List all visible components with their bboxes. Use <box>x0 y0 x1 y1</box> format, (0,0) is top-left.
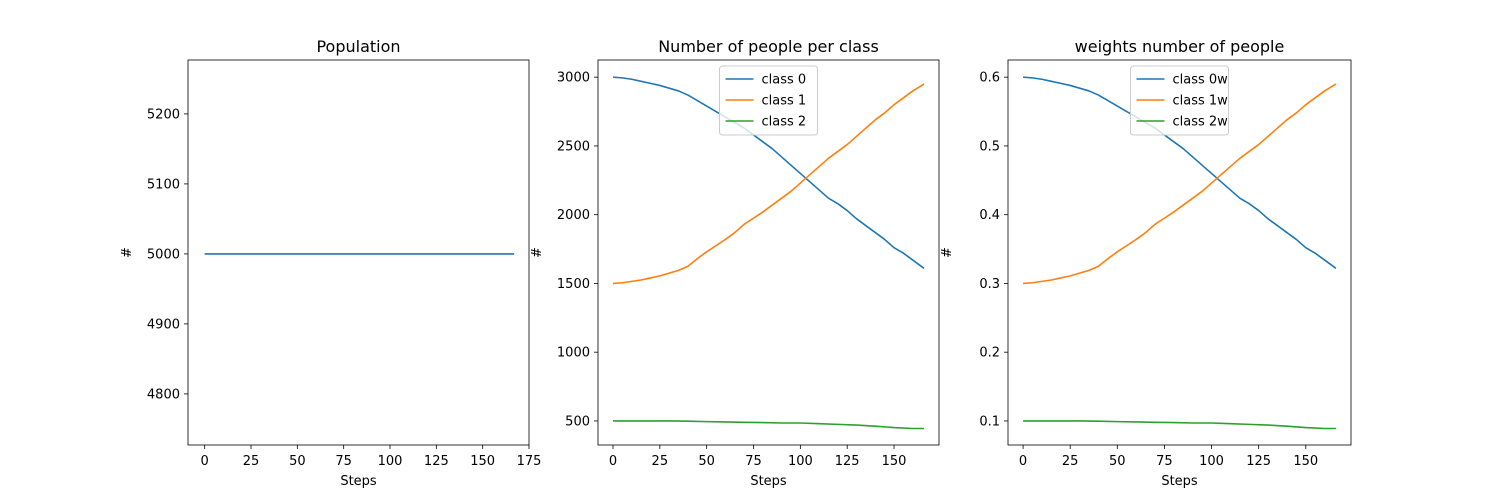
y-tick-label: 0.1 <box>979 414 1000 429</box>
chart-title: Number of people per class <box>658 37 879 56</box>
x-tick-label: 50 <box>1109 454 1126 469</box>
y-axis-label: # <box>530 247 545 258</box>
x-tick-label: 0 <box>201 454 209 469</box>
axes-frame <box>187 59 530 446</box>
x-axis-label: Steps <box>1161 474 1198 489</box>
x-tick-label: 100 <box>378 454 403 469</box>
x-tick-label: 25 <box>243 454 260 469</box>
legend-label: class 1w <box>1173 94 1229 109</box>
axes-frame <box>1007 59 1352 446</box>
x-tick-label: 75 <box>1156 454 1173 469</box>
series-line-1 <box>612 83 925 285</box>
x-tick-label: 75 <box>745 454 762 469</box>
legend: class 0 class 1 class 2 <box>719 65 818 136</box>
y-tick-label: 5100 <box>147 177 180 192</box>
legend-label: class 2w <box>1173 115 1229 130</box>
legend-box <box>1130 65 1229 136</box>
y-tick-label: 2000 <box>557 208 590 223</box>
legend-label: class 0 <box>762 73 807 88</box>
x-tick-label: 100 <box>1199 454 1224 469</box>
x-axis-label: Steps <box>340 474 377 489</box>
y-tick-label: 0.4 <box>979 208 1000 223</box>
x-tick-label: 175 <box>517 454 542 469</box>
y-tick-label: 1500 <box>557 277 590 292</box>
chart-panel-1: Number of people per class 0 25 50 75 100 125 1… <box>530 37 940 489</box>
x-tick-label: 150 <box>882 454 907 469</box>
y-axis-label: # <box>940 247 955 258</box>
x-tick-label: 150 <box>470 454 495 469</box>
chart-title: Population <box>316 37 400 56</box>
y-tick-label: 2500 <box>557 139 590 154</box>
x-tick-label: 25 <box>652 454 669 469</box>
y-axis-label: # <box>120 247 135 258</box>
x-tick-label: 125 <box>1246 454 1271 469</box>
y-tick-label: 5000 <box>147 247 180 262</box>
x-tick-label: 75 <box>335 454 352 469</box>
x-tick-label: 150 <box>1293 454 1318 469</box>
legend-label: class 2 <box>762 115 807 130</box>
series-line-2 <box>1023 420 1336 430</box>
x-tick-label: 50 <box>698 454 715 469</box>
x-tick-label: 125 <box>835 454 860 469</box>
y-tick-label: 0.6 <box>979 71 1000 86</box>
y-tick-label: 4800 <box>147 387 180 402</box>
y-tick-label: 4900 <box>147 317 180 332</box>
y-tick-label: 5200 <box>147 107 180 122</box>
y-tick-label: 1000 <box>557 346 590 361</box>
x-tick-label: 0 <box>609 454 617 469</box>
x-tick-label: 125 <box>424 454 449 469</box>
series-line-1 <box>1023 83 1337 285</box>
chart-panel-2: weights number of people 0 25 50 75 100 125 150… <box>940 37 1352 489</box>
x-tick-label: 0 <box>1019 454 1027 469</box>
legend-label: class 0w <box>1173 73 1229 88</box>
series-line-0 <box>612 76 925 269</box>
x-axis-label: Steps <box>750 474 787 489</box>
chart-panel-0: Population 0 25 50 75 100 125 150 175 4800 4900 500… <box>120 37 541 489</box>
legend-label: class 1 <box>762 94 807 109</box>
axes-frame <box>597 59 940 446</box>
y-tick-label: 500 <box>565 414 590 429</box>
series-line-0 <box>1023 76 1337 269</box>
series-line-2 <box>612 420 925 430</box>
chart-title: weights number of people <box>1075 37 1285 56</box>
legend: class 0w class 1w class 2w <box>1130 65 1229 136</box>
y-tick-label: 3000 <box>557 71 590 86</box>
y-tick-label: 0.3 <box>979 277 1000 292</box>
y-tick-label: 0.5 <box>979 139 1000 154</box>
x-tick-label: 100 <box>788 454 813 469</box>
x-tick-label: 50 <box>289 454 306 469</box>
legend-box <box>719 65 818 136</box>
x-tick-label: 25 <box>1062 454 1079 469</box>
y-tick-label: 0.2 <box>979 346 1000 361</box>
